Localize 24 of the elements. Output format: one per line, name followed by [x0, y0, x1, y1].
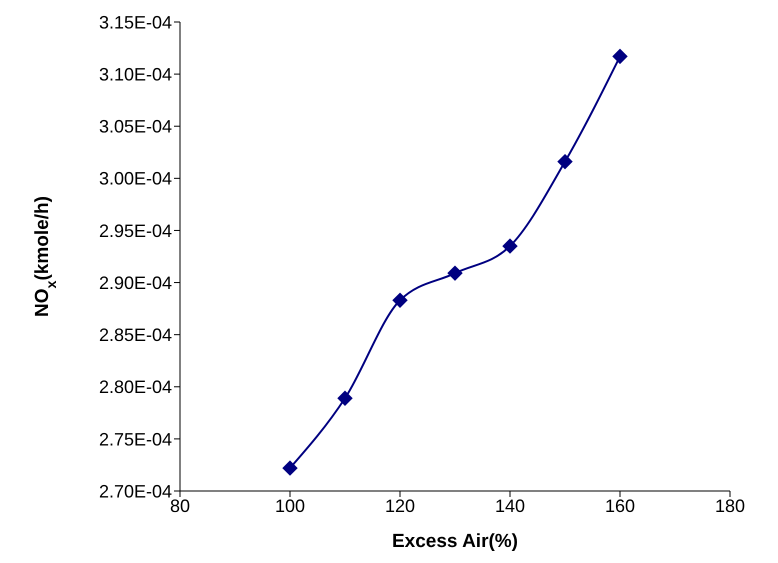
point — [612, 48, 628, 64]
point — [338, 390, 352, 406]
y-tick-label: 2.85E-04 — [98, 325, 172, 346]
x-tick-label: 80 — [170, 496, 190, 516]
x-tick-label: 160 — [604, 496, 636, 516]
point — [502, 238, 518, 254]
point — [392, 292, 408, 308]
y-tick-label: 3.15E-04 — [98, 12, 172, 32]
point — [282, 460, 298, 476]
y-tick-label: 2.70E-04 — [98, 481, 172, 502]
y-tick-label: 2.80E-04 — [98, 377, 172, 398]
x-axis-title: Excess Air(%) — [392, 531, 518, 552]
x-tick-label: 180 — [714, 496, 746, 516]
point — [448, 266, 462, 281]
x-tick-label: 100 — [274, 496, 306, 516]
y-tick-label: 3.10E-04 — [98, 64, 172, 84]
y-tick-label: 3.05E-04 — [98, 116, 172, 137]
y-tick-label: 2.95E-04 — [98, 220, 172, 241]
x-tick-label: 140 — [494, 496, 526, 516]
x-tick-label: 120 — [384, 496, 416, 516]
y-tick-label: 2.75E-04 — [98, 429, 172, 450]
point — [558, 154, 572, 170]
y-tick-label: 3.00E-04 — [98, 168, 172, 189]
y-tick-label: 2.90E-04 — [98, 272, 172, 293]
